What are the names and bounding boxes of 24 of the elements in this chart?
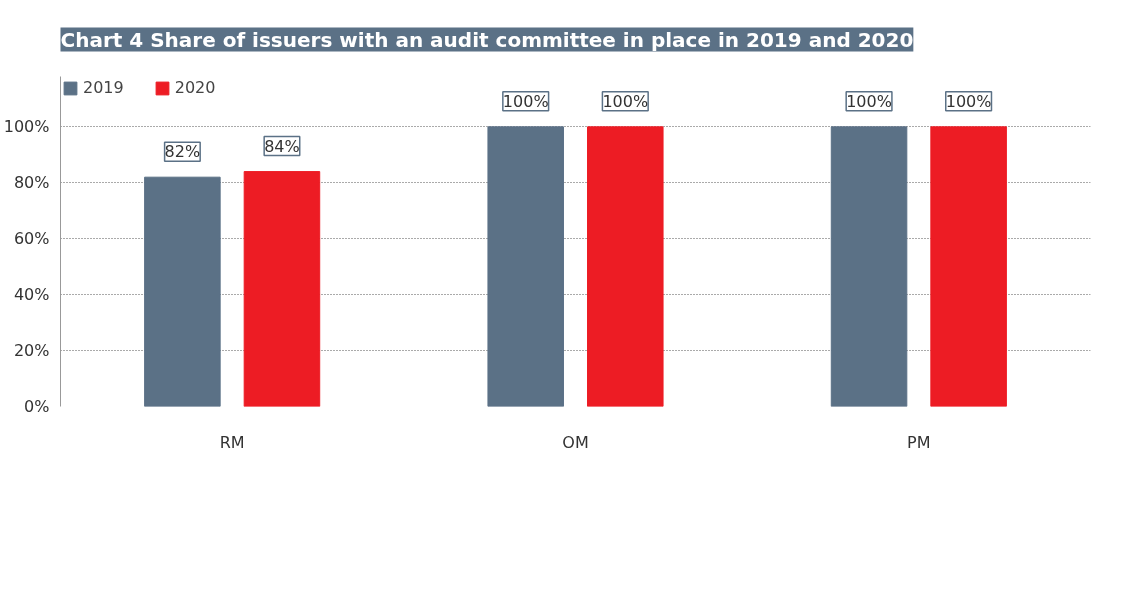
y-tick-label: 0% <box>24 397 50 416</box>
y-tick-label: 80% <box>13 173 50 193</box>
chart-title: Chart 4 Share of issuers with an audit committee in place in 2019 and 2020 <box>60 27 914 52</box>
bar <box>830 126 908 407</box>
y-tick-label: 20% <box>13 341 50 361</box>
bar <box>144 176 221 407</box>
data-label: 100% <box>602 91 649 111</box>
y-tick-label: 60% <box>13 229 50 249</box>
bar <box>487 126 564 407</box>
bar <box>587 126 664 407</box>
legend-label: 2019 <box>83 78 124 97</box>
data-label: 100% <box>846 91 892 111</box>
data-label: 100% <box>502 91 549 111</box>
data-label: 84% <box>264 136 300 156</box>
x-tick-label: RM <box>219 432 245 452</box>
data-label: 100% <box>945 91 992 111</box>
x-tick-label: PM <box>907 432 931 452</box>
bar <box>930 126 1007 407</box>
legend-label: 2020 <box>174 78 216 97</box>
y-tick-label: 40% <box>13 285 50 305</box>
bar <box>243 171 321 407</box>
data-label: 82% <box>164 142 201 162</box>
y-tick-label: 100% <box>3 117 50 137</box>
x-tick-label: OM <box>562 432 589 452</box>
